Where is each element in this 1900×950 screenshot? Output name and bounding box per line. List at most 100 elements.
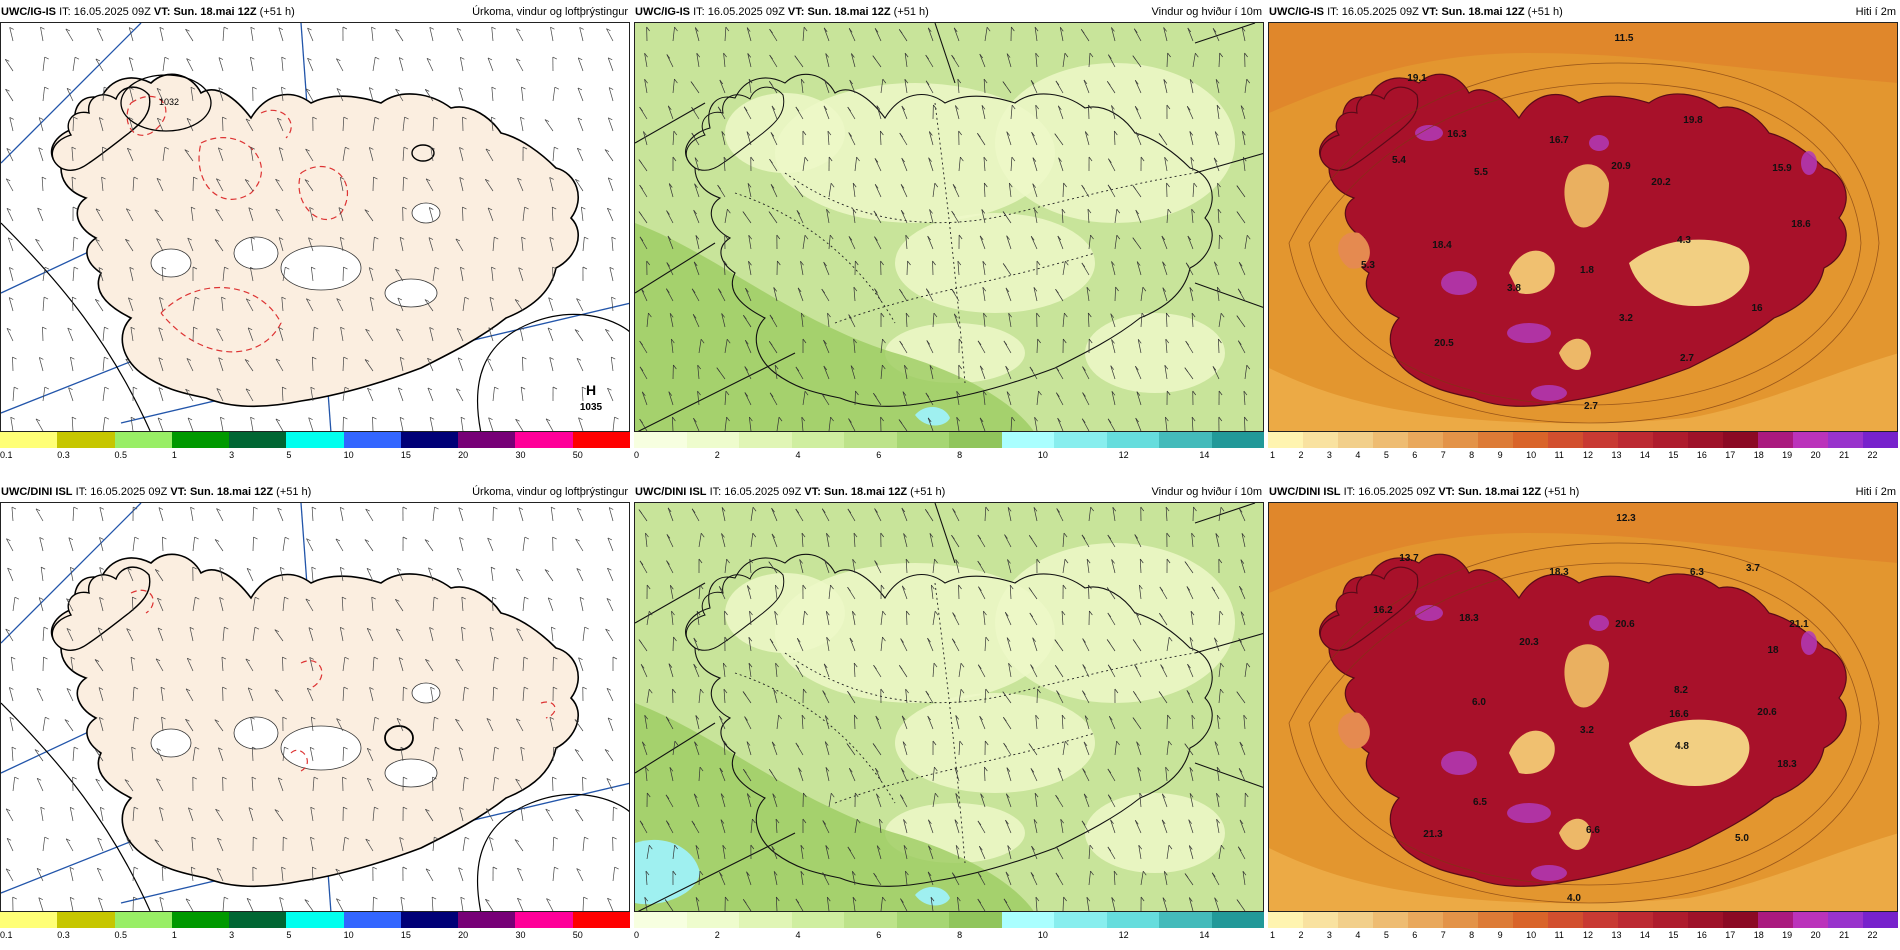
wind-vector: [1216, 105, 1220, 120]
wind-barb: [71, 416, 77, 420]
wind-vector: [852, 183, 856, 198]
arrow-head: [827, 312, 831, 318]
wind-barb: [367, 747, 372, 751]
arrow-head: [1086, 286, 1091, 292]
arrow-head: [769, 28, 773, 34]
color-scale-label: 1: [171, 930, 177, 940]
wind-barb: [45, 716, 50, 720]
arrow-head: [665, 794, 670, 800]
wind-vector: [277, 507, 284, 522]
arrow-head: [934, 766, 938, 772]
arrow-head: [981, 209, 986, 214]
arrow-head: [1003, 898, 1008, 904]
wind-barb: [375, 56, 380, 60]
wind-vector: [190, 507, 194, 522]
arrow-head: [1055, 366, 1060, 372]
arrow-head: [725, 896, 729, 902]
wind-vector: [42, 57, 46, 72]
arrow-head: [955, 845, 960, 850]
wind-barb: [134, 536, 139, 540]
color-scale-swatch: [949, 432, 1002, 448]
hot-spot: [1589, 135, 1609, 151]
arrow-head: [903, 845, 908, 850]
wind-barb: [6, 148, 11, 151]
arrow-head: [874, 236, 878, 241]
valid-time: Sun. 18.mai 12Z: [1441, 6, 1525, 18]
lead-time: (+51 h): [276, 486, 312, 498]
wind-barb: [576, 868, 581, 871]
arrow-head: [1165, 766, 1169, 772]
wind-vector: [132, 177, 135, 192]
wind-vector: [549, 237, 554, 252]
wind-vector: [1057, 105, 1064, 120]
color-scale-label: 11: [1554, 450, 1564, 460]
wind-vector: [1137, 767, 1142, 782]
wind-barb: [365, 328, 370, 332]
wind-vector: [217, 838, 224, 852]
arrow-head: [1055, 288, 1059, 294]
arrow-head: [720, 793, 725, 798]
westfjords: [51, 86, 151, 171]
wind-vector: [398, 657, 404, 672]
wind-barb: [252, 746, 257, 750]
temperature-label: 3.8: [1507, 283, 1521, 294]
arrow-head: [1211, 872, 1216, 877]
arrow-head: [716, 367, 721, 372]
wind-vector: [455, 658, 464, 672]
wind-vector: [1088, 235, 1091, 250]
arrow-head: [774, 364, 779, 370]
wind-vector: [798, 767, 804, 782]
wind-vector: [1242, 131, 1246, 146]
wind-vector: [1217, 209, 1220, 224]
arrow-head: [725, 390, 730, 396]
wind-barb: [194, 746, 200, 750]
wind-barb: [607, 567, 612, 571]
color-scale-label: 12: [1118, 450, 1129, 460]
arrow-head: [873, 210, 878, 216]
calm-area: [725, 93, 845, 173]
wind-barb: [194, 536, 199, 540]
arrow-head: [1111, 27, 1115, 32]
wind-vector: [71, 297, 74, 312]
wind-barb: [250, 146, 255, 150]
arrow-head: [979, 53, 984, 59]
wind-barb: [99, 597, 104, 600]
wind-vector: [365, 508, 374, 522]
arrow-head: [1163, 79, 1168, 84]
wind-vector: [9, 717, 14, 732]
wind-vector: [515, 568, 524, 582]
wind-vector: [645, 871, 648, 886]
wind-vector: [1218, 689, 1221, 704]
arrow-head: [1136, 741, 1140, 746]
wind-vector: [275, 418, 284, 431]
wind-vector: [311, 507, 314, 522]
wind-barb: [99, 117, 104, 120]
color-scale-label: 4: [795, 930, 801, 940]
color-scale-label: 30: [515, 450, 526, 460]
wind-vector: [1214, 897, 1220, 911]
arrow-head: [882, 364, 886, 370]
wind-vector: [215, 208, 224, 222]
wind-vector: [1032, 637, 1038, 652]
wind-vector: [402, 117, 405, 132]
wind-barb: [43, 656, 48, 660]
wind-barb: [514, 839, 520, 842]
wind-vector: [488, 417, 494, 431]
wind-barb: [36, 688, 42, 691]
wind-vector: [932, 559, 935, 574]
arrow-head: [1188, 845, 1193, 850]
wind-vector: [126, 628, 134, 642]
wind-vector: [461, 627, 464, 642]
wind-vector: [721, 313, 726, 328]
arrow-head: [1191, 416, 1196, 422]
wind-vector: [800, 261, 804, 276]
color-scale-label: 7: [1440, 450, 1446, 460]
wind-vector: [955, 793, 960, 808]
color-scale-swatch: [634, 912, 687, 928]
arrow-head: [1184, 561, 1189, 566]
temperature-label: 16: [1751, 303, 1763, 314]
glacier: [411, 202, 441, 224]
panel-header: UWC/DINI ISL IT: 16.05.2025 09Z VT: Sun.…: [0, 482, 630, 502]
wind-vector: [339, 237, 344, 252]
arrow-head: [744, 392, 749, 397]
